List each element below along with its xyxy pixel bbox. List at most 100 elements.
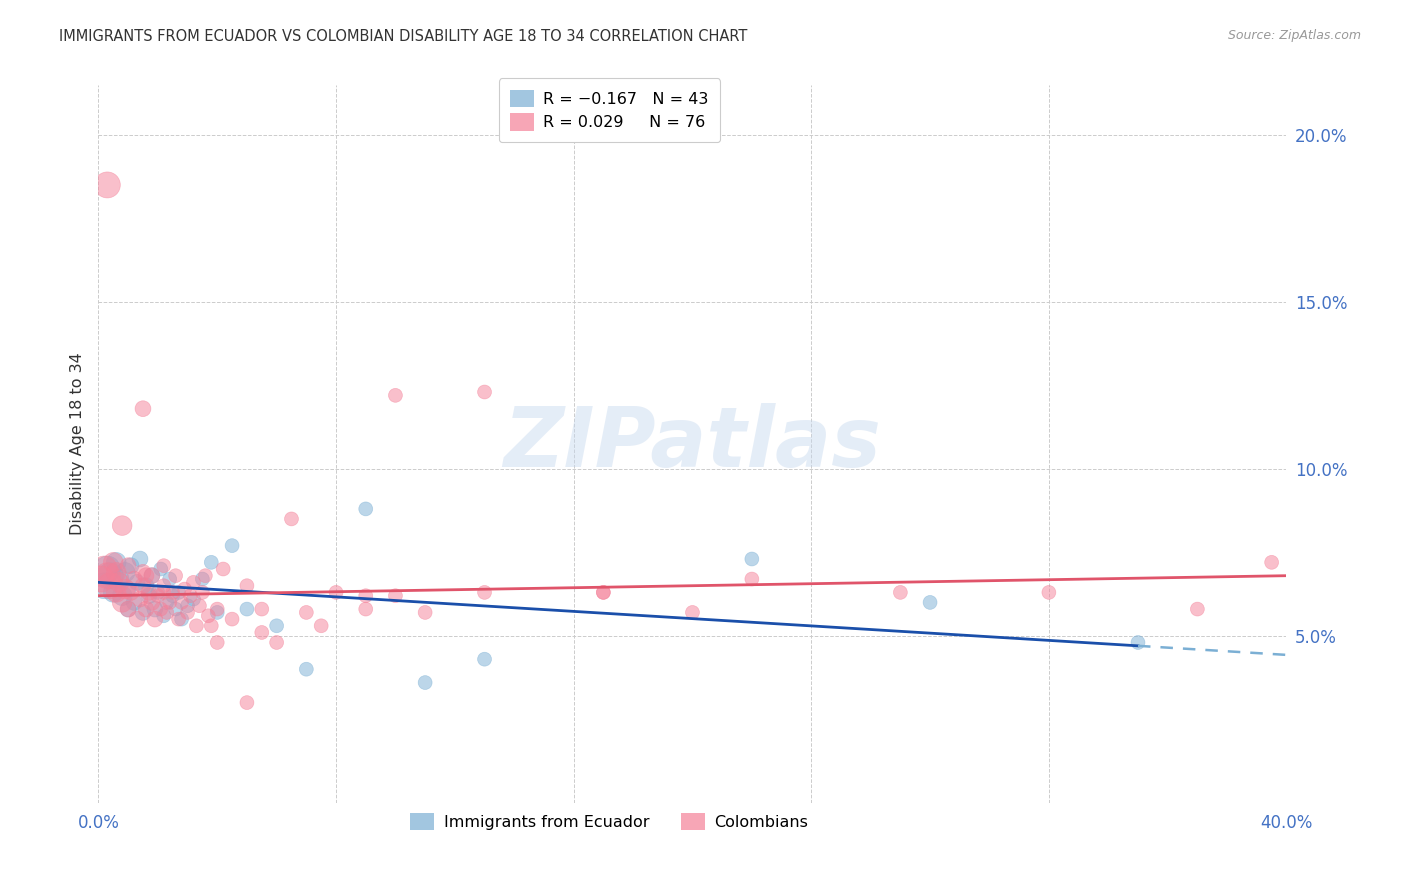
Point — [129, 592, 152, 607]
Point — [205, 635, 228, 649]
Point — [96, 178, 118, 192]
Point — [117, 602, 139, 616]
Point — [149, 602, 172, 616]
Point — [236, 696, 259, 710]
Point — [122, 572, 145, 586]
Point — [194, 568, 217, 582]
Point — [186, 619, 208, 633]
Text: IMMIGRANTS FROM ECUADOR VS COLOMBIAN DISABILITY AGE 18 TO 34 CORRELATION CHART: IMMIGRANTS FROM ECUADOR VS COLOMBIAN DIS… — [59, 29, 748, 44]
Point — [103, 585, 125, 599]
Y-axis label: Disability Age 18 to 34: Disability Age 18 to 34 — [69, 352, 84, 535]
Point — [146, 585, 169, 599]
Point — [90, 572, 112, 586]
Point — [1038, 585, 1060, 599]
Point — [295, 606, 318, 620]
Point — [413, 606, 436, 620]
Point — [295, 662, 318, 676]
Point — [354, 602, 377, 616]
Point — [105, 585, 128, 599]
Point — [105, 555, 128, 569]
Point — [592, 585, 614, 599]
Point — [108, 572, 131, 586]
Point — [236, 602, 259, 616]
Point — [474, 585, 496, 599]
Point — [474, 652, 496, 666]
Point — [200, 619, 222, 633]
Point — [103, 555, 125, 569]
Point — [191, 585, 214, 599]
Point — [183, 575, 205, 590]
Point — [236, 579, 259, 593]
Point — [250, 602, 273, 616]
Point — [170, 612, 193, 626]
Point — [179, 589, 201, 603]
Point — [152, 585, 174, 599]
Point — [146, 589, 169, 603]
Point — [129, 552, 152, 566]
Point — [141, 595, 163, 609]
Point — [889, 585, 911, 599]
Point — [309, 619, 332, 633]
Point — [266, 619, 288, 633]
Point — [96, 568, 118, 582]
Point — [120, 558, 142, 573]
Point — [176, 606, 198, 620]
Point — [122, 595, 145, 609]
Point — [132, 579, 155, 593]
Point — [93, 579, 115, 593]
Point — [221, 612, 243, 626]
Point — [143, 602, 166, 616]
Point — [159, 572, 181, 586]
Point — [205, 606, 228, 620]
Point — [205, 602, 228, 616]
Point — [173, 582, 195, 596]
Point — [165, 602, 187, 616]
Point — [354, 589, 377, 603]
Point — [111, 595, 134, 609]
Point — [200, 555, 222, 569]
Point — [98, 568, 121, 582]
Point — [132, 401, 155, 416]
Point — [117, 582, 139, 596]
Point — [132, 566, 155, 580]
Point — [413, 675, 436, 690]
Text: ZIPatlas: ZIPatlas — [503, 403, 882, 484]
Point — [156, 595, 179, 609]
Point — [135, 579, 157, 593]
Point — [138, 585, 160, 599]
Point — [176, 599, 198, 613]
Point — [266, 635, 288, 649]
Point — [141, 568, 163, 582]
Point — [149, 562, 172, 576]
Point — [221, 539, 243, 553]
Point — [250, 625, 273, 640]
Point — [120, 585, 142, 599]
Point — [167, 585, 190, 599]
Point — [325, 585, 347, 599]
Point — [152, 558, 174, 573]
Point — [152, 608, 174, 623]
Point — [188, 599, 211, 613]
Point — [111, 589, 134, 603]
Point — [156, 606, 179, 620]
Point — [114, 582, 136, 596]
Point — [132, 606, 155, 620]
Point — [741, 552, 763, 566]
Point — [135, 568, 157, 582]
Point — [159, 595, 181, 609]
Point — [1126, 635, 1149, 649]
Point — [135, 602, 157, 616]
Point — [108, 575, 131, 590]
Point — [165, 568, 187, 582]
Point — [152, 579, 174, 593]
Point — [93, 562, 115, 576]
Point — [212, 562, 235, 576]
Point — [280, 512, 302, 526]
Point — [114, 566, 136, 580]
Point — [162, 585, 184, 599]
Point — [105, 566, 128, 580]
Point — [125, 612, 148, 626]
Point — [474, 384, 496, 399]
Point — [354, 502, 377, 516]
Point — [592, 585, 614, 599]
